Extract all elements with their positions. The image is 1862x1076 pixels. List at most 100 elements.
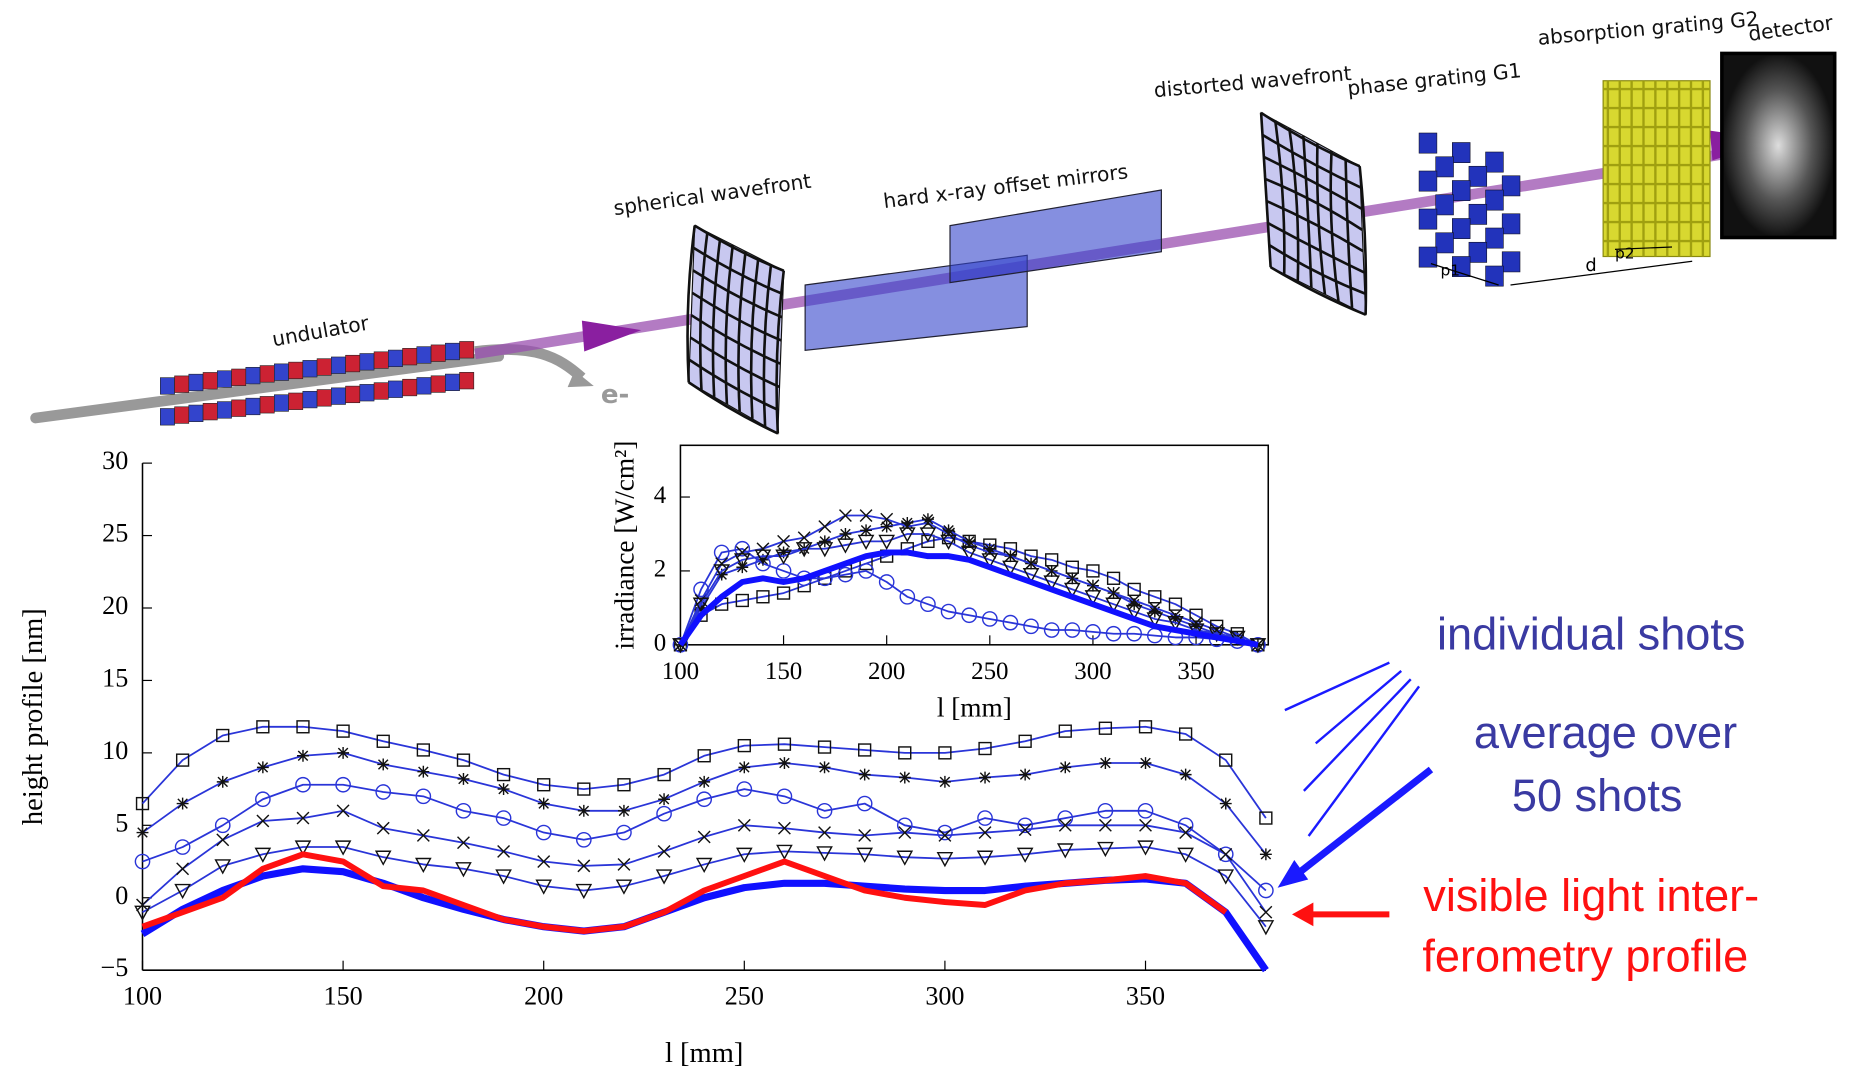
marker (617, 778, 631, 792)
series-line (678, 549, 1259, 648)
grid (724, 244, 735, 405)
marker (856, 847, 873, 863)
g1-block (1418, 170, 1438, 192)
arrow (1314, 670, 1403, 745)
label: undulator (270, 311, 371, 352)
marker (818, 826, 831, 839)
grid (1259, 112, 1272, 268)
grid (691, 291, 782, 342)
marker (1148, 590, 1162, 604)
magnet (259, 396, 275, 414)
marker (1219, 847, 1233, 861)
marker (615, 879, 633, 895)
marker (776, 844, 793, 861)
marker (1043, 622, 1060, 638)
g1-block (1435, 194, 1454, 216)
setup-diagram: undulator e- spherical wavefront hard x-… (30, 7, 1837, 435)
magnet (402, 348, 418, 366)
marker (376, 734, 390, 748)
marker (1018, 823, 1032, 837)
g1-block (1485, 265, 1504, 287)
annotation: ferometry profile (1422, 930, 1748, 981)
magnet (359, 353, 375, 371)
marker (775, 549, 792, 565)
x-axis-label: l [mm] (665, 1038, 743, 1069)
panel (688, 224, 785, 435)
marker (457, 773, 470, 785)
magnet (373, 382, 389, 400)
marker (1019, 768, 1032, 781)
magnet (231, 368, 247, 386)
marker (535, 879, 553, 895)
grid (688, 381, 779, 435)
annotation: visible light inter- (1423, 870, 1759, 921)
marker (336, 804, 350, 818)
marker (856, 795, 873, 812)
marker (297, 749, 309, 762)
marker (1179, 826, 1193, 839)
marker (415, 788, 432, 805)
marker (816, 846, 833, 862)
marker (1259, 905, 1273, 919)
marker (936, 851, 954, 868)
wavefronts (686, 80, 1711, 435)
marker (880, 520, 893, 533)
marker (216, 728, 230, 743)
marker (776, 586, 791, 600)
x-tick-label: 250 (971, 658, 1008, 685)
mirror-box (949, 189, 1162, 284)
marker (1058, 818, 1072, 832)
grid (1268, 244, 1366, 295)
annotation: individual shots (1437, 609, 1745, 660)
marker (577, 804, 590, 817)
marker (1018, 734, 1032, 748)
marker (337, 746, 350, 759)
label: spherical wavefront (612, 169, 813, 220)
marker (713, 564, 731, 580)
marker (296, 720, 310, 734)
label: d (1585, 255, 1596, 276)
marker (575, 831, 592, 848)
y-tick-label: 5 (115, 808, 128, 837)
magnet (160, 408, 175, 426)
grid (694, 224, 785, 272)
series-line (141, 851, 1228, 935)
marker (1258, 882, 1274, 899)
label: e- (601, 380, 630, 410)
grid (737, 251, 747, 412)
marker (1105, 625, 1122, 642)
marker (1127, 594, 1141, 607)
y-tick-label: −5 (100, 953, 128, 982)
label: distorted wavefront (1153, 61, 1353, 102)
marker (942, 527, 956, 541)
marker (697, 749, 711, 763)
marker (1064, 622, 1081, 638)
detector (1720, 51, 1837, 240)
magnet (174, 406, 190, 424)
grid (1329, 150, 1340, 302)
magnet (245, 366, 261, 385)
y-tick-label: 4 (654, 482, 667, 509)
marker (1099, 757, 1112, 769)
marker (174, 839, 191, 855)
marker (942, 524, 955, 537)
marker (656, 805, 672, 822)
marker (1086, 579, 1100, 593)
marker (921, 516, 935, 530)
marker (294, 840, 312, 856)
marker (1219, 753, 1233, 767)
marker (457, 836, 470, 850)
marker (1146, 612, 1164, 628)
dimension (1510, 260, 1693, 286)
magnet (388, 349, 403, 367)
marker (756, 590, 770, 604)
grid (693, 246, 784, 296)
marker (1002, 560, 1019, 576)
y-tick-label: 30 (102, 446, 128, 475)
marker (695, 857, 713, 874)
marker (734, 540, 751, 557)
marker (456, 753, 471, 767)
marker (816, 542, 834, 558)
marker (979, 771, 991, 784)
